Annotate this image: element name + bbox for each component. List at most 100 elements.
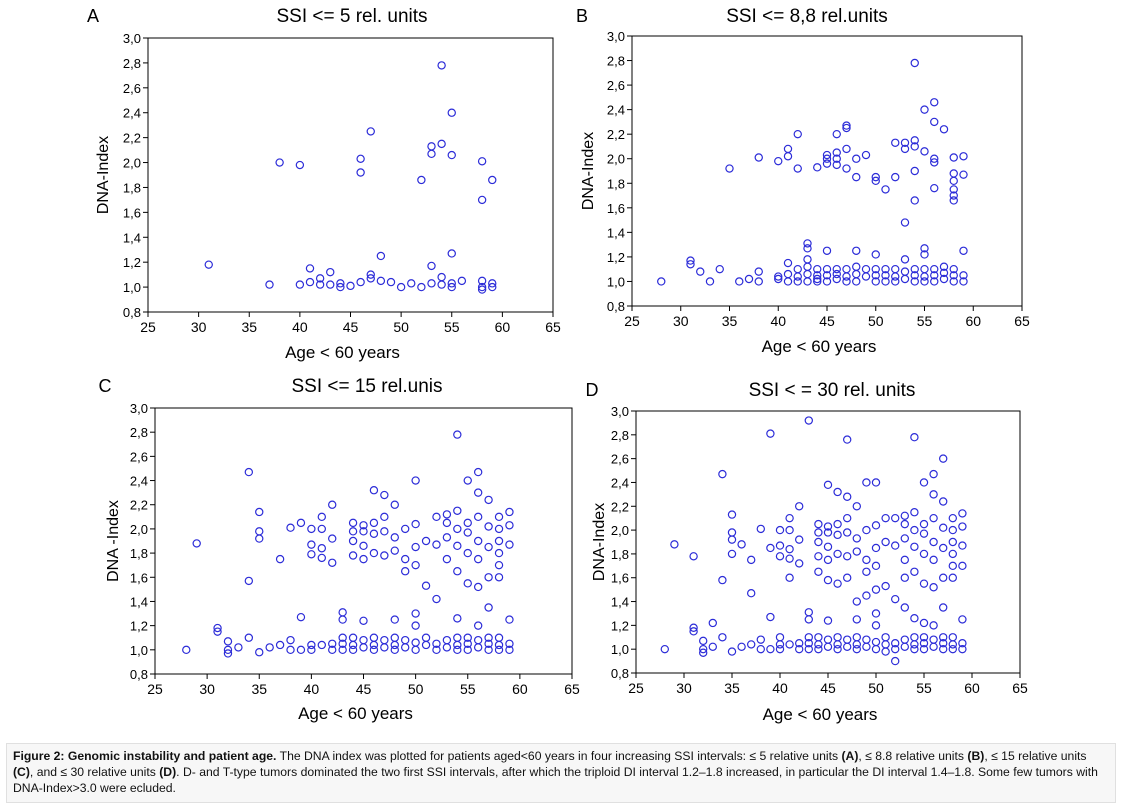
panel-b-data-point <box>910 196 919 205</box>
panel-a-data-point <box>396 282 406 292</box>
panel-d-data-point <box>939 497 948 506</box>
panel-b-data-point <box>725 164 734 173</box>
panel-d-data-point <box>900 511 910 521</box>
panel-c-data-point <box>307 640 316 650</box>
panel-c-data-point <box>390 640 399 650</box>
panel-c-data-point <box>411 638 420 647</box>
panel-b-data-point <box>939 262 949 271</box>
panel-d-data-point <box>843 552 852 561</box>
panel-d-data-point <box>727 528 737 537</box>
panel-d-data-point <box>871 478 881 487</box>
panel-c-data-point <box>473 643 483 652</box>
panel-b-data-point <box>793 277 802 286</box>
panel-d-data-point <box>747 555 756 565</box>
panel-c-data-point <box>463 579 472 588</box>
panel-c-data-point <box>234 643 243 652</box>
panel-c-data-point <box>505 507 514 517</box>
panel-d-data-point <box>823 642 833 652</box>
panel-b-data-point <box>959 246 968 255</box>
panel-d-data-point <box>708 618 718 628</box>
panel-d-data-point <box>910 614 919 623</box>
panel-b-data-point <box>930 183 939 193</box>
panel-c-letter: C <box>99 376 112 396</box>
panel-a-data-point <box>477 282 487 292</box>
panel-c-x-axis-label: Age < 60 years <box>298 704 413 723</box>
panel-b-data-point <box>803 239 812 248</box>
panel-d-data-point <box>756 644 766 654</box>
panel-b-data-point <box>783 152 793 161</box>
panel-b-letter: B <box>576 6 588 26</box>
panel-c-data-point <box>442 533 452 542</box>
panel-d-data-point <box>670 540 679 549</box>
panel-d-data-point <box>881 647 890 656</box>
caption-text-5: . D- and T-type tumors dominated the two… <box>13 765 1098 795</box>
panel-b-data-point <box>900 138 910 147</box>
panel-d-data-point <box>785 525 794 535</box>
panel-b-data-point <box>696 267 705 276</box>
panel-d-data-point <box>708 642 718 652</box>
panel-d-data-point <box>814 644 823 654</box>
panel-d-data-point <box>852 534 862 543</box>
panel-d-x-tick-label: 40 <box>772 680 788 696</box>
panel-d-data-point <box>795 559 804 568</box>
panel-d-data-point <box>727 647 737 656</box>
panel-d-data-point <box>833 640 842 649</box>
panel-b-data-point <box>910 277 919 286</box>
panel-b-data-point <box>920 244 929 253</box>
panel-a-x-tick-label: 55 <box>444 319 460 335</box>
panel-c-data-point <box>442 635 452 645</box>
panel-a-data-point <box>295 280 305 289</box>
panel-b-data-point <box>803 277 812 286</box>
panel-c-data-point <box>484 495 493 505</box>
panel-c-data-point <box>286 635 295 645</box>
panel-b-x-tick-label: 30 <box>673 313 689 329</box>
panel-d-data-point <box>775 644 785 654</box>
panel-c-data-point <box>411 519 420 529</box>
panel-c-data-point <box>484 633 493 642</box>
panel-d-data-point <box>939 633 948 642</box>
panel-d-data-point <box>804 615 814 624</box>
panel-d-data-point <box>881 537 890 547</box>
panel-b-data-point <box>920 272 929 281</box>
panel-a-data-point <box>305 264 315 273</box>
panel-a-data-point <box>315 280 325 289</box>
panel-d-data-point <box>843 513 852 523</box>
panel-c-data-point <box>390 546 399 555</box>
panel-c-data-point <box>401 524 410 534</box>
panel-d-data-point <box>929 583 938 592</box>
panel-d-data-point <box>737 540 746 549</box>
panel-b-data-point <box>910 136 919 145</box>
panel-a-data-point <box>417 175 426 185</box>
panel-a-data-point <box>447 108 456 117</box>
panel-a-x-tick-label: 25 <box>140 319 156 335</box>
panel-d-data-point <box>939 644 948 654</box>
panel-c-data-point <box>369 548 379 558</box>
panel-d-data-point <box>843 635 852 644</box>
panel-d-data-point <box>747 589 756 598</box>
panel-a-y-tick-label: 1,2 <box>123 255 141 270</box>
panel-b-data-point <box>852 262 861 271</box>
panel-a-x-tick-label: 50 <box>393 319 409 335</box>
panel-d-data-point <box>823 635 833 644</box>
panel-d-data-point <box>900 603 910 612</box>
panel-d-data-point <box>699 644 708 654</box>
panel-b-data-point <box>891 138 900 147</box>
panel-c-data-point <box>484 645 493 655</box>
panel-c-data-point <box>359 616 368 626</box>
panel-b-data-point <box>813 271 822 280</box>
panel-a-y-tick-label: 2,0 <box>123 156 141 171</box>
panel-d-data-point <box>823 542 833 551</box>
panel-c-data-point <box>182 645 191 655</box>
panel-d-data-point <box>881 513 890 523</box>
panel-c-data-point <box>317 544 326 553</box>
panel-b-y-tick-label: 1,8 <box>607 176 625 191</box>
panel-d-data-point <box>958 509 967 518</box>
panel-b-data-point <box>920 105 929 114</box>
panel-b-x-tick-label: 25 <box>624 313 640 329</box>
panel-c-y-tick-label: 1,0 <box>130 643 148 658</box>
caption-text-1: The DNA index was plotted for patients a… <box>276 749 842 763</box>
panel-b-title: SSI <= 8,8 rel.units <box>726 6 888 27</box>
panel-b-data-point <box>930 117 939 127</box>
panel-c-data-point <box>411 621 420 630</box>
panel-d-data-point <box>833 633 842 642</box>
